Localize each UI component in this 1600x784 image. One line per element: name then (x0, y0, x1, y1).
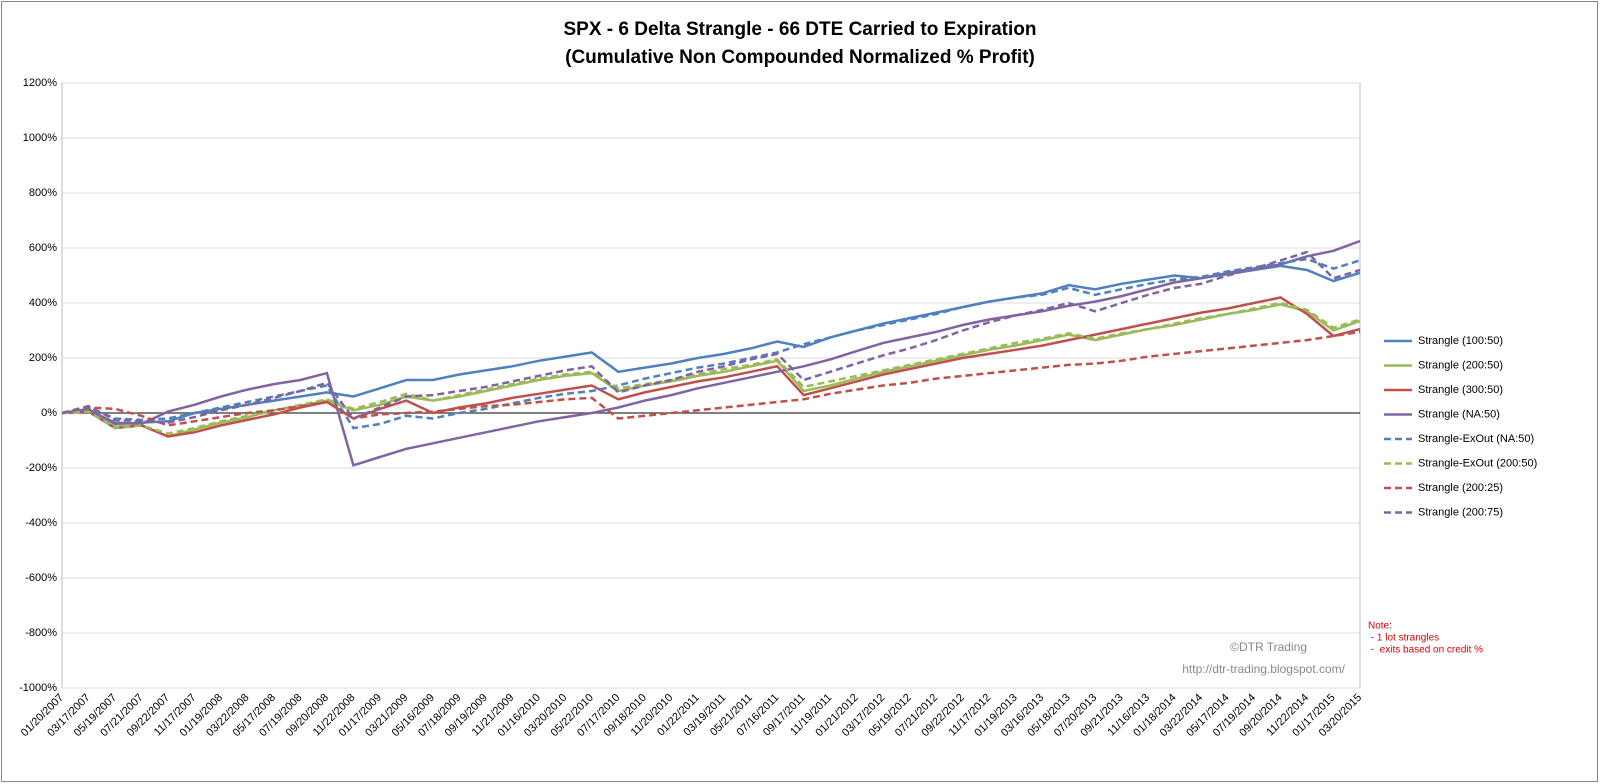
y-tick-label: -600% (25, 572, 57, 584)
legend-label: Strangle (200:50) (1418, 359, 1503, 371)
legend-label: Strangle-ExOut (NA:50) (1418, 433, 1534, 445)
legend-label: Strangle (300:50) (1418, 384, 1503, 396)
y-tick-label: -400% (25, 517, 57, 529)
y-tick-label: 0% (41, 407, 57, 419)
series-line (61, 239, 1361, 467)
y-tick-label: -1000% (19, 682, 57, 694)
chart-title: SPX - 6 Delta Strangle - 66 DTE Carried … (563, 19, 1036, 40)
legend-label: Strangle (200:75) (1418, 506, 1503, 518)
y-tick-label: -200% (25, 462, 57, 474)
legend-label: Strangle-ExOut (200:50) (1418, 457, 1537, 469)
note-line: - exits based on credit % (1368, 645, 1483, 656)
watermark: ©DTR Trading (1230, 640, 1307, 654)
y-tick-label: 1000% (23, 132, 57, 144)
legend-label: Strangle (NA:50) (1418, 408, 1500, 420)
chart-subtitle: (Cumulative Non Compounded Normalized % … (565, 47, 1035, 68)
note-line: Note: (1368, 621, 1392, 632)
y-tick-label: 800% (29, 187, 57, 199)
y-tick-label: 400% (29, 297, 57, 309)
y-tick-label: 600% (29, 242, 57, 254)
note-line: - 1 lot strangles (1368, 633, 1439, 644)
series-line (61, 250, 1361, 424)
legend-label: Strangle (100:50) (1418, 335, 1503, 347)
series-line (61, 330, 1361, 427)
y-tick-label: 1200% (23, 77, 57, 89)
series-line (61, 296, 1361, 438)
series-line (61, 264, 1361, 426)
watermark-url: http://dtr-trading.blogspot.com/ (1182, 662, 1345, 676)
y-tick-label: -800% (25, 627, 57, 639)
legend-label: Strangle (200:25) (1418, 482, 1503, 494)
y-tick-label: 200% (29, 352, 57, 364)
